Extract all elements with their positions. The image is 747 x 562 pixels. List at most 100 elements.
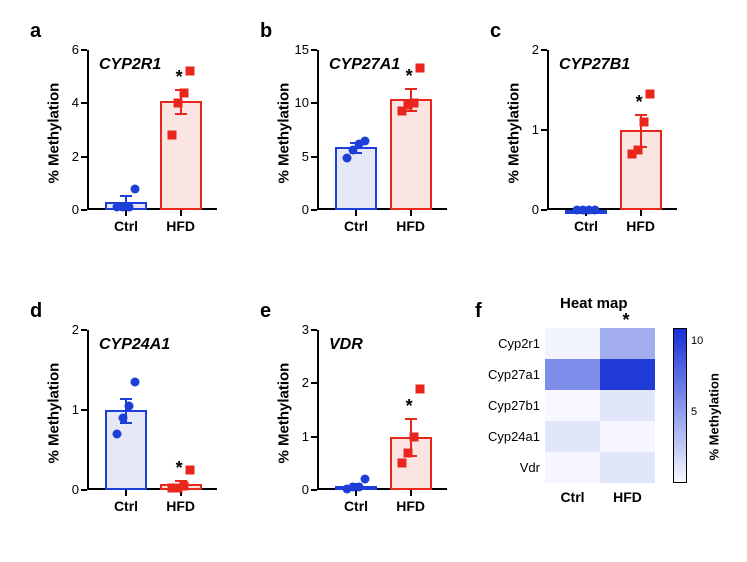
y-tick-label: 15 — [287, 42, 309, 57]
heatmap-cell — [600, 359, 655, 390]
x-tick — [180, 210, 182, 216]
heatmap-row-label: Cyp27b1 — [480, 398, 540, 413]
square-marker — [184, 65, 196, 77]
gene-label-d: CYP24A1 — [99, 336, 170, 354]
heatmap-cell — [545, 452, 600, 483]
circle-marker — [129, 376, 141, 388]
y-tick-label: 2 — [57, 322, 79, 337]
x-tick — [410, 490, 412, 496]
error-cap — [120, 195, 132, 197]
panel-label-e: e — [260, 300, 271, 323]
y-axis-label-a: % Methylation — [46, 74, 63, 184]
y-axis-label-c: % Methylation — [506, 74, 523, 184]
y-tick — [541, 129, 547, 131]
error-cap — [405, 418, 417, 420]
square-marker — [396, 457, 408, 469]
heatmap-row-label: Vdr — [480, 460, 540, 475]
colorbar-tick: 5 — [691, 406, 697, 418]
y-tick — [311, 209, 317, 211]
x-tick-label-hfd: HFD — [389, 498, 433, 514]
y-axis-label-d: % Methylation — [46, 354, 63, 464]
colorbar — [673, 328, 687, 483]
x-tick-label-ctrl: Ctrl — [334, 218, 378, 234]
x-tick — [410, 210, 412, 216]
circle-marker — [111, 428, 123, 440]
x-tick-label-ctrl: Ctrl — [104, 218, 148, 234]
y-tick — [311, 156, 317, 158]
square-marker — [414, 62, 426, 74]
y-tick — [311, 329, 317, 331]
figure-root: a0246% MethylationCYP2R1CtrlHFD*b051015%… — [0, 0, 747, 562]
square-marker — [632, 144, 644, 156]
heatmap-cell — [600, 328, 655, 359]
y-axis-label-e: % Methylation — [276, 354, 293, 464]
y-tick — [81, 409, 87, 411]
x-tick-label-ctrl: Ctrl — [334, 498, 378, 514]
y-tick — [311, 102, 317, 104]
heatmap-cell — [600, 452, 655, 483]
panel-label-b: b — [260, 20, 272, 43]
x-tick — [640, 210, 642, 216]
panel-label-f: f — [475, 300, 482, 323]
y-tick-label: 0 — [287, 202, 309, 217]
y-tick — [81, 49, 87, 51]
y-tick — [541, 49, 547, 51]
square-marker — [178, 87, 190, 99]
heatmap-cell — [600, 421, 655, 452]
x-tick-label-hfd: HFD — [159, 498, 203, 514]
y-tick-label: 6 — [57, 42, 79, 57]
y-tick — [541, 209, 547, 211]
heatmap-cell — [545, 421, 600, 452]
significance-star-f: * — [623, 310, 630, 331]
y-tick — [81, 329, 87, 331]
circle-marker — [589, 204, 601, 216]
panel-label-a: a — [30, 20, 41, 43]
bar-a-hfd — [160, 101, 202, 210]
circle-marker — [359, 473, 371, 485]
heatmap-cell — [545, 359, 600, 390]
square-marker — [178, 480, 190, 492]
heatmap-cell — [600, 390, 655, 421]
y-tick — [81, 156, 87, 158]
x-tick — [355, 210, 357, 216]
square-marker — [172, 97, 184, 109]
circle-marker — [129, 183, 141, 195]
panel-label-c: c — [490, 20, 501, 43]
y-tick-label: 3 — [287, 322, 309, 337]
heatmap-cell — [545, 390, 600, 421]
x-tick-label-hfd: HFD — [159, 218, 203, 234]
y-tick — [81, 209, 87, 211]
gene-label-b: CYP27A1 — [329, 56, 400, 74]
x-tick-label-hfd: HFD — [619, 218, 663, 234]
gene-label-e: VDR — [329, 336, 363, 354]
y-tick-label: 0 — [517, 202, 539, 217]
y-tick-label: 0 — [57, 202, 79, 217]
y-axis-label-b: % Methylation — [276, 74, 293, 184]
significance-star-c: * — [636, 92, 643, 113]
square-marker — [166, 129, 178, 141]
square-marker — [408, 97, 420, 109]
error-cap — [405, 88, 417, 90]
square-marker — [414, 383, 426, 395]
y-tick — [311, 489, 317, 491]
heatmap-row-label: Cyp2r1 — [480, 336, 540, 351]
gene-label-a: CYP2R1 — [99, 56, 161, 74]
y-tick — [311, 436, 317, 438]
gene-label-c: CYP27B1 — [559, 56, 630, 74]
heatmap-title: Heat map — [560, 295, 628, 312]
colorbar-label: % Methylation — [707, 350, 722, 460]
heatmap-col-label: HFD — [608, 489, 648, 505]
x-tick-label-ctrl: Ctrl — [564, 218, 608, 234]
error-cap — [175, 113, 187, 115]
y-tick — [311, 49, 317, 51]
y-tick-label: 0 — [57, 482, 79, 497]
significance-star-d: * — [176, 458, 183, 479]
heatmap-cell — [545, 328, 600, 359]
heatmap-col-label: Ctrl — [553, 489, 593, 505]
y-tick — [81, 489, 87, 491]
heatmap-row-label: Cyp27a1 — [480, 367, 540, 382]
y-tick — [81, 102, 87, 104]
circle-marker — [123, 201, 135, 213]
significance-star-a: * — [176, 67, 183, 88]
x-tick-label-hfd: HFD — [389, 218, 433, 234]
